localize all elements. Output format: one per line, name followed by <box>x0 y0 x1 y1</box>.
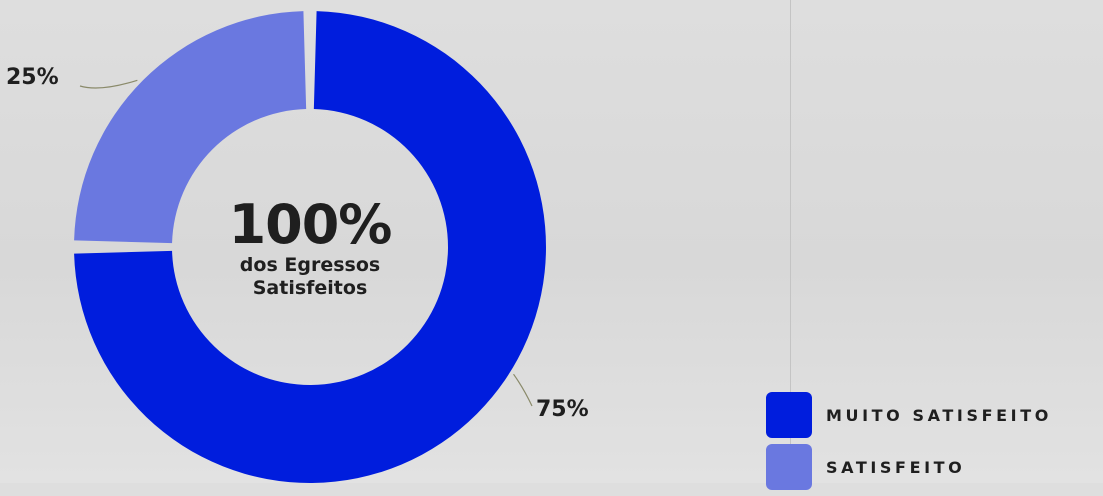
leader-lines <box>79 79 533 407</box>
data-label-satisfeito: 25% <box>6 65 59 90</box>
center-value: 100% <box>228 193 393 256</box>
divider-line <box>790 0 791 483</box>
legend-swatch-satisfeito <box>766 444 812 490</box>
donut-slices <box>74 11 546 483</box>
donut-slice-satisfeito <box>74 11 307 244</box>
center-caption-line1: dos Egressos <box>239 254 381 276</box>
leader-line-muito-satisfeito <box>513 373 533 407</box>
legend: MUITO SATISFEITO SATISFEITO <box>766 392 1052 496</box>
center-summary: 100% dos Egressos Satisfeitos <box>185 196 435 300</box>
legend-label-muito-satisfeito: MUITO SATISFEITO <box>826 405 1052 425</box>
legend-item-satisfeito: SATISFEITO <box>766 444 1052 490</box>
legend-item-muito-satisfeito: MUITO SATISFEITO <box>766 392 1052 438</box>
center-caption-line2: Satisfeitos <box>252 277 368 299</box>
donut-chart: 75% 25% <box>6 11 589 483</box>
leader-line-satisfeito <box>79 79 138 89</box>
data-label-muito-satisfeito: 75% <box>536 397 589 422</box>
legend-swatch-muito-satisfeito <box>766 392 812 438</box>
donut-slice-muito-satisfeito <box>74 11 546 483</box>
legend-label-satisfeito: SATISFEITO <box>826 457 966 477</box>
